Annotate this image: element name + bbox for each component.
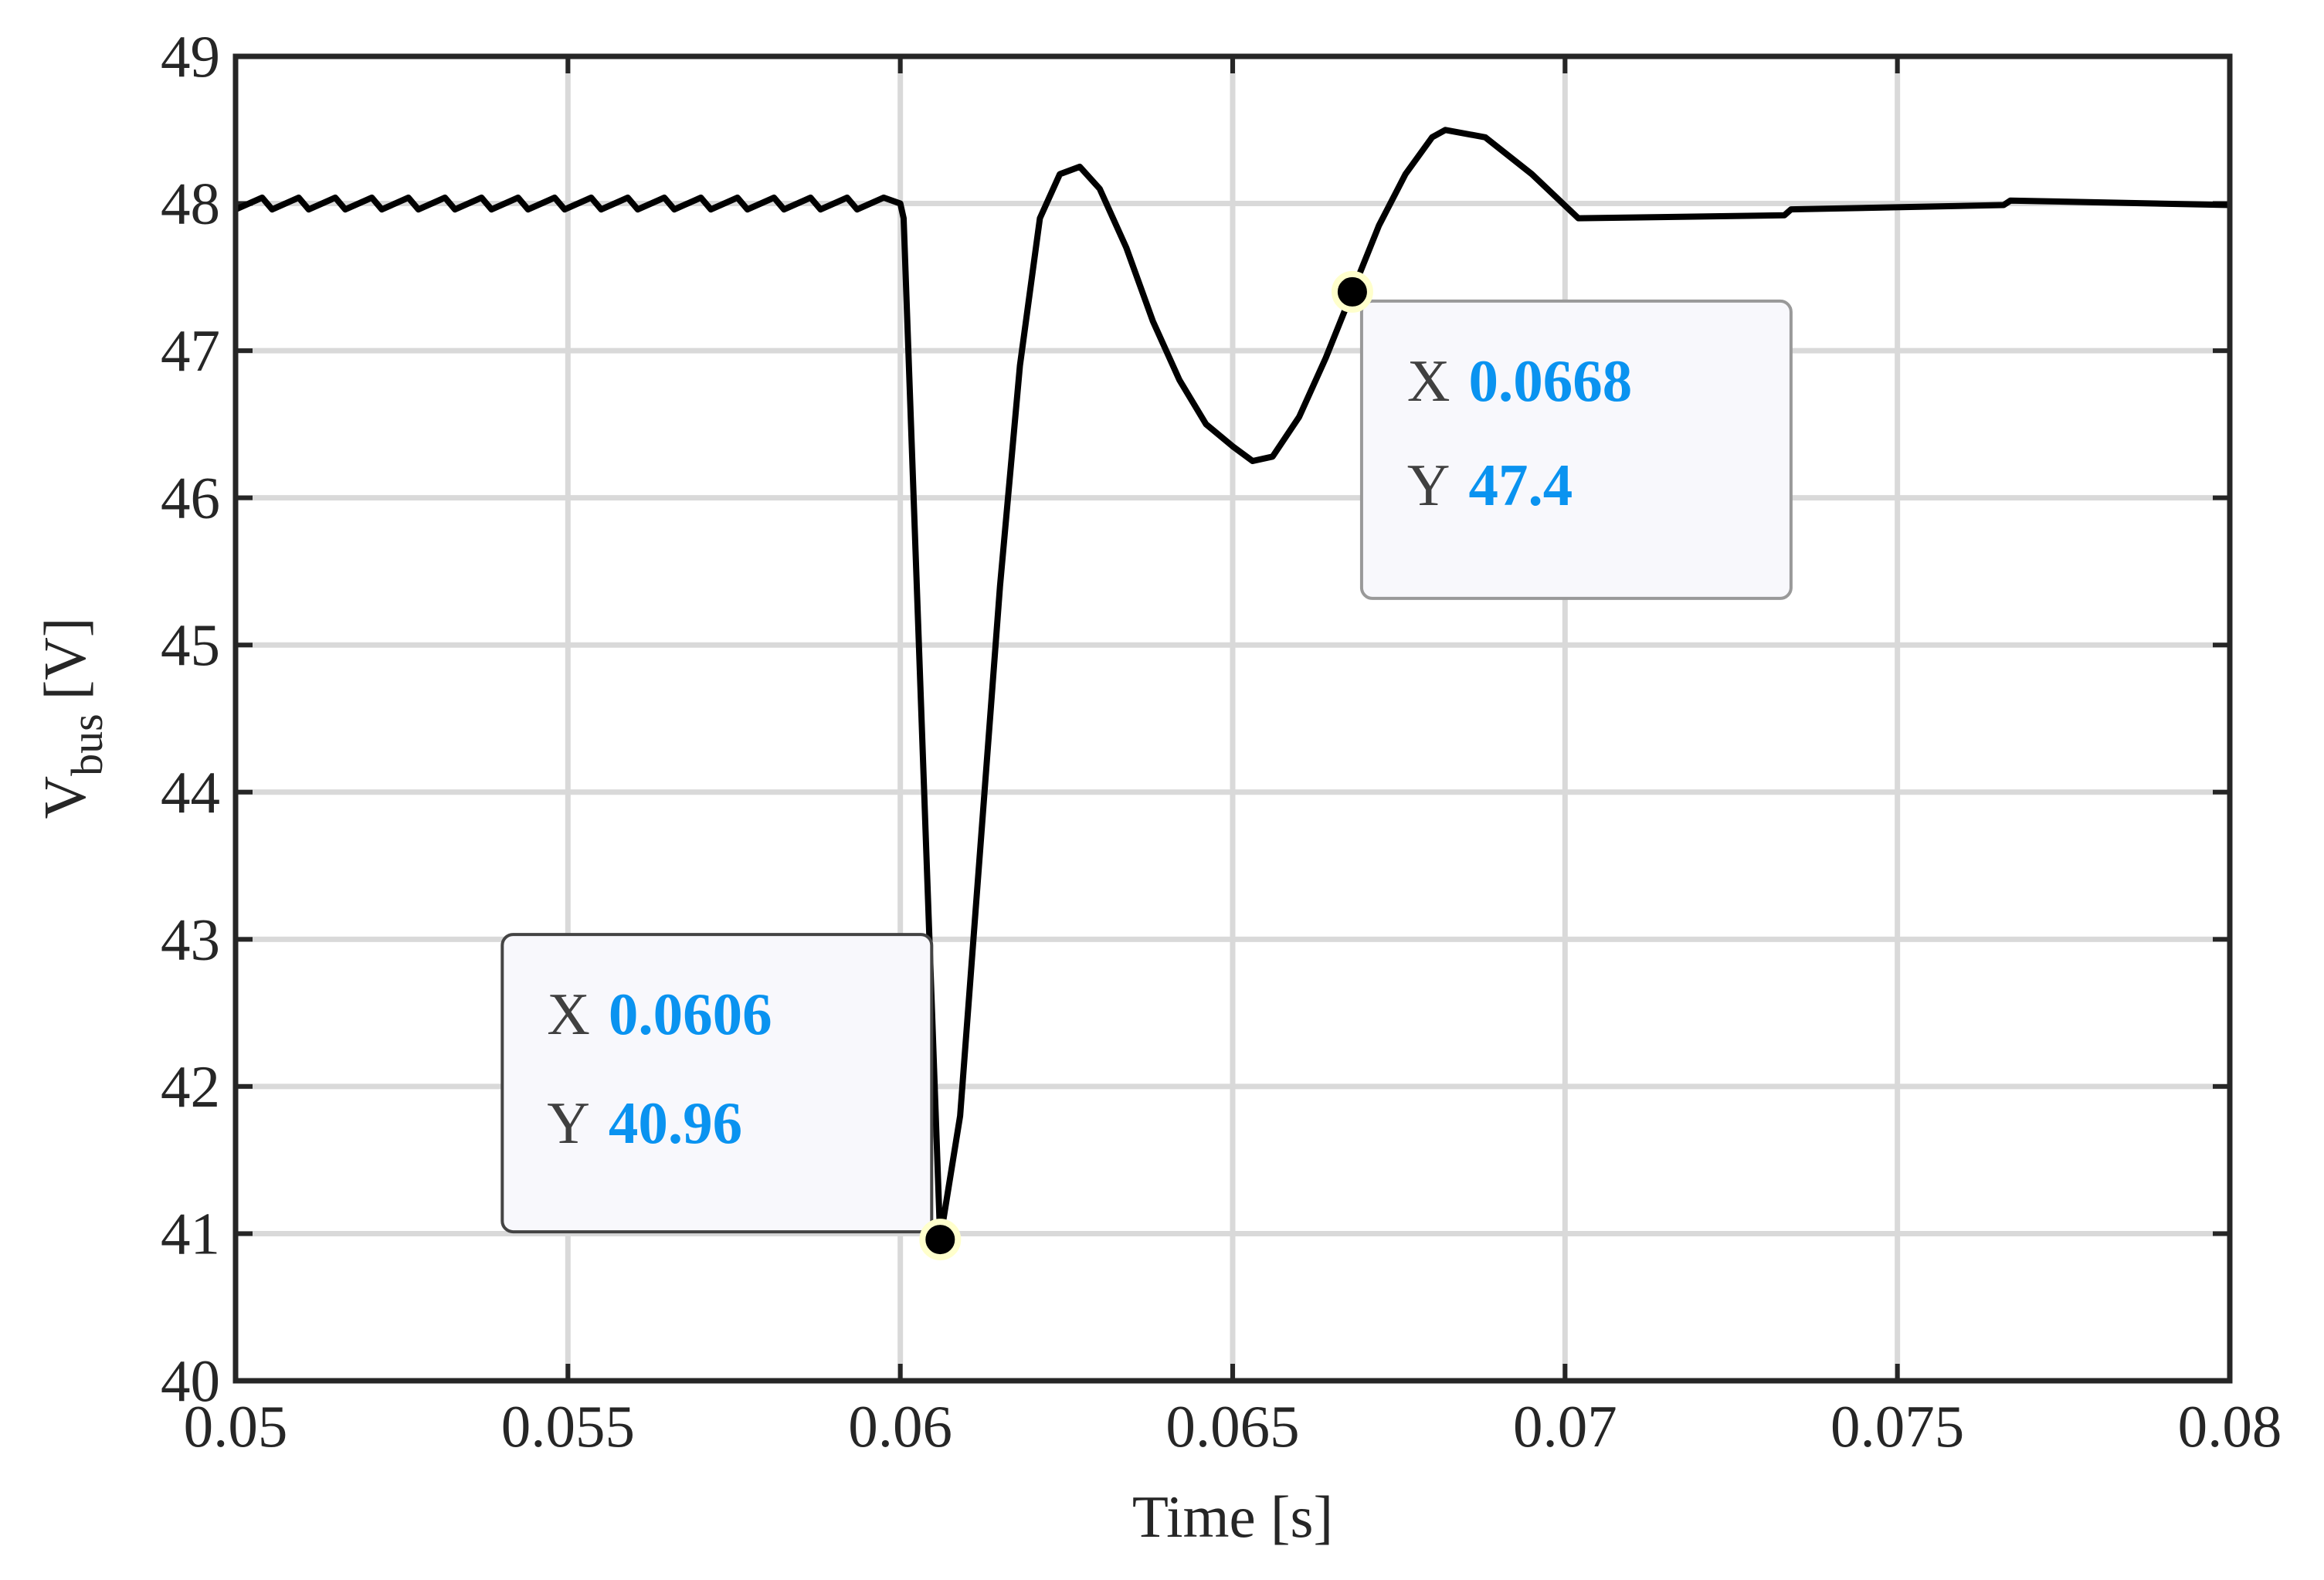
x-axis-label: Time [s] — [1132, 1483, 1333, 1550]
datatip-text: X 0.0668 — [1407, 348, 1632, 414]
datatip-marker — [919, 1219, 962, 1261]
y-label-main: V — [32, 776, 98, 819]
y-axis-label: Vbus [V] — [32, 617, 112, 819]
x-tick-label: 0.065 — [1165, 1393, 1299, 1460]
datatip-value: 40.96 — [609, 1090, 742, 1156]
y-tick-label: 41 — [161, 1200, 220, 1266]
y-tick-label: 45 — [161, 612, 220, 678]
y-tick-label: 44 — [161, 759, 220, 826]
x-tick-label: 0.06 — [848, 1393, 952, 1460]
y-tick-label: 48 — [161, 171, 220, 237]
y-label-sub: bus — [62, 714, 112, 776]
datatip-text: Y 47.4 — [1407, 452, 1573, 518]
x-tick-label: 0.055 — [501, 1393, 635, 1460]
data-line — [234, 127, 2231, 1243]
datatip-value: 0.0606 — [609, 981, 772, 1047]
datatip-label: X — [1407, 348, 1450, 414]
x-tick-label: 0.07 — [1513, 1393, 1617, 1460]
datatip-text: X 0.0606 — [547, 981, 772, 1047]
y-tick-label: 46 — [161, 465, 220, 531]
datatip-label: Y — [1407, 452, 1450, 518]
y-tick-label: 42 — [161, 1053, 220, 1120]
y-tick-label: 40 — [161, 1348, 220, 1414]
datatip-value: 0.0668 — [1469, 348, 1633, 414]
datatip-text: Y 40.96 — [547, 1090, 742, 1156]
datatip-label: Y — [547, 1090, 590, 1156]
datatip-box — [1359, 299, 1793, 600]
x-tick-label: 0.08 — [2178, 1393, 2282, 1460]
datatip-box — [500, 933, 934, 1234]
y-tick-label: 49 — [161, 23, 220, 90]
datatip-value: 47.4 — [1469, 452, 1573, 518]
x-tick-label: 0.05 — [184, 1393, 288, 1460]
plot-frame — [232, 53, 2233, 1384]
datatip-label: X — [547, 981, 590, 1047]
x-tick-label: 0.075 — [1830, 1393, 1964, 1460]
y-label-unit: [V] — [32, 617, 98, 700]
datatip-marker — [1331, 270, 1373, 313]
y-tick-label: 43 — [161, 906, 220, 972]
y-tick-label: 47 — [161, 317, 220, 384]
